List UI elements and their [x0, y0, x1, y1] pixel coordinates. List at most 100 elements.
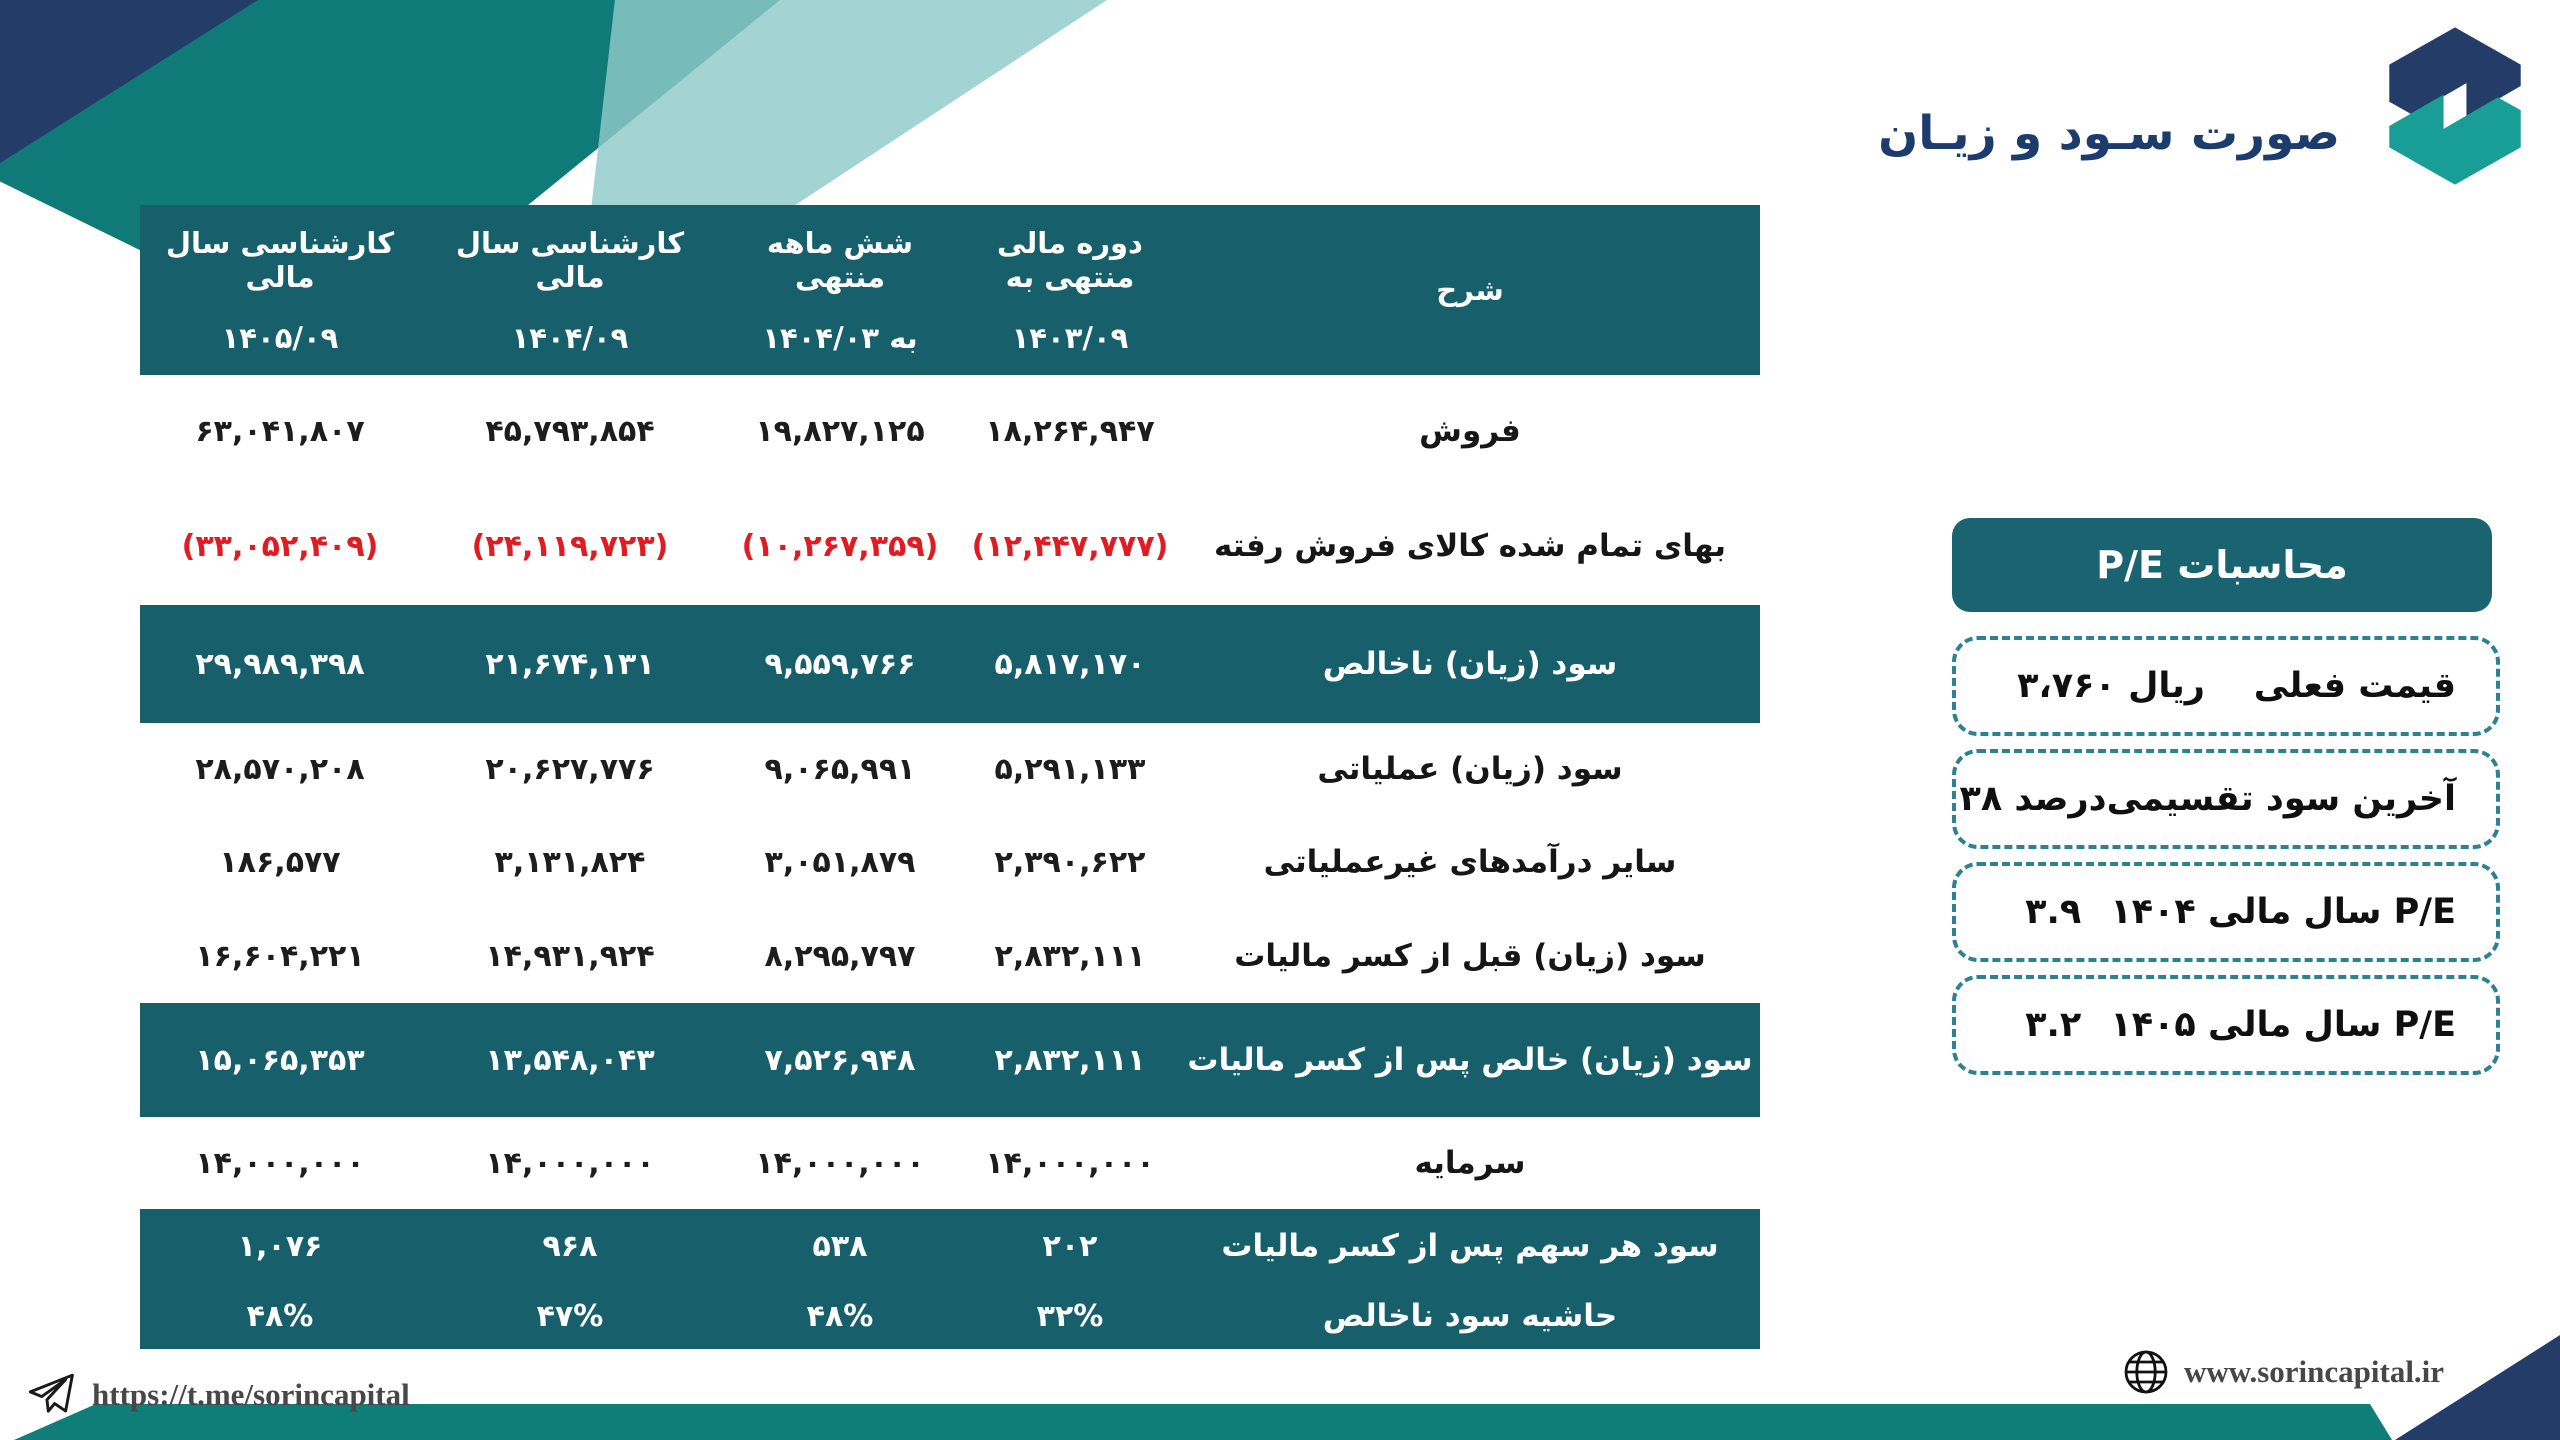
website-link[interactable]: www.sorincapital.ir: [2184, 1354, 2445, 1389]
row-value: ۱۴,۹۳۱,۹۲۴: [485, 938, 655, 974]
column-header-0: شرح: [1180, 205, 1760, 375]
pe-item-label: P/E سال مالی ۱۴۰۵: [2110, 1005, 2456, 1045]
table-row: سود (زیان) خالص پس از کسر مالیات ۲,۸۳۲,۱۱…: [140, 1003, 1760, 1117]
row-value: (۲۴,۱۱۹,۷۲۳): [471, 528, 669, 564]
table-row: فروش ۱۸,۲۶۴,۹۴۷ ۱۹,۸۲۷,۱۲۵ ۴۵,۷۹۳,۸۵۴ ۶۳,۰۴۱…: [140, 375, 1760, 487]
row-value: ۱۹,۸۲۷,۱۲۵: [755, 413, 925, 449]
pe-item-label: قیمت فعلی: [2253, 666, 2456, 706]
pe-item-label: آخرین سود تقسیمی: [2106, 779, 2456, 819]
row-value: (۱۲,۴۴۷,۷۷۷): [971, 528, 1169, 564]
row-label: سرمایه: [1414, 1145, 1526, 1181]
row-label: سود (زیان) خالص پس از کسر مالیات: [1187, 1042, 1753, 1078]
row-value: (۳۳,۰۵۲,۴۰۹): [181, 528, 379, 564]
row-value: (۱۰,۲۶۷,۳۵۹): [741, 528, 939, 564]
row-value: ۲۹,۹۸۹,۳۹۸: [195, 646, 365, 682]
pe-item-3: P/E سال مالی ۱۴۰۵ ۳.۲: [1952, 975, 2500, 1075]
page-title: صورت سـود و زیـان: [1878, 106, 2340, 161]
telegram-icon: [28, 1373, 74, 1413]
row-value: ۱۴,۰۰۰,۰۰۰: [755, 1145, 925, 1181]
row-value: ۲۱,۶۷۴,۱۳۱: [485, 646, 655, 682]
row-value: ۴۵,۷۹۳,۸۵۴: [485, 413, 655, 449]
row-label: سود (زیان) قبل از کسر مالیات: [1234, 938, 1706, 974]
row-value: ۱۳,۵۴۸,۰۴۳: [485, 1042, 655, 1078]
row-value: ۶۳,۰۴۱,۸۰۷: [195, 413, 365, 449]
column-header-4: کارشناسی سال مالی ۱۴۰۵/۰۹: [140, 205, 420, 375]
row-value: ۱۶,۶۰۴,۲۲۱: [195, 938, 365, 974]
row-value: ۴۸%: [806, 1298, 874, 1334]
pe-item-value: ۳،۷۶۰ ریال: [2017, 666, 2205, 706]
pe-item-value: ۳۸ درصد: [1959, 779, 2107, 819]
website-link-row: www.sorincapital.ir: [2122, 1348, 2444, 1396]
column-header-line1: کارشناسی سال مالی: [165, 225, 395, 294]
column-header-line2: به ۱۴۰۴/۰۳: [762, 320, 918, 355]
table-row: سود (زیان) عملیاتی ۵,۲۹۱,۱۳۳ ۹,۰۶۵,۹۹۱ ۲۰,۶…: [140, 723, 1760, 815]
row-value: ۲,۳۹۰,۶۲۲: [994, 844, 1146, 880]
row-label: سود هر سهم پس از کسر مالیات: [1221, 1228, 1719, 1264]
table-row: سایر درآمدهای غیرعملیاتی ۲,۳۹۰,۶۲۲ ۳,۰۵۱,۸…: [140, 815, 1760, 909]
row-value: ۱,۰۷۶: [237, 1228, 323, 1264]
row-value: ۵,۲۹۱,۱۳۳: [994, 751, 1146, 787]
row-value: ۱۵,۰۶۵,۳۵۳: [195, 1042, 365, 1078]
telegram-link-row: https://t.me/sorincapital: [24, 1368, 410, 1422]
column-header-3: کارشناسی سال مالی ۱۴۰۴/۰۹: [420, 205, 720, 375]
row-value: ۲۰۲: [1042, 1228, 1098, 1264]
row-value: ۱۸۶,۵۷۷: [219, 844, 341, 880]
row-value: ۲۰,۶۲۷,۷۷۶: [485, 751, 655, 787]
column-header-line1: شش ماهه منتهی: [766, 225, 914, 294]
row-label: سود (زیان) ناخالص: [1322, 646, 1618, 682]
row-value: ۴۷%: [536, 1298, 604, 1334]
row-value: ۱۸,۲۶۴,۹۴۷: [985, 413, 1155, 449]
row-value: ۷,۵۲۶,۹۴۸: [764, 1042, 916, 1078]
row-value: ۳,۰۵۱,۸۷۹: [764, 844, 916, 880]
row-label: سود (زیان) عملیاتی: [1317, 751, 1623, 787]
table-row: سود هر سهم پس از کسر مالیات ۲۰۲ ۵۳۸ ۹۶۸ ۱,۰۷…: [140, 1209, 1760, 1283]
column-header-line1: شرح: [1436, 273, 1504, 307]
pe-item-1: آخرین سود تقسیمی ۳۸ درصد: [1952, 749, 2500, 849]
row-value: ۱۴,۰۰۰,۰۰۰: [195, 1145, 365, 1181]
row-value: ۲۸,۵۷۰,۲۰۸: [195, 751, 365, 787]
table-row: سود (زیان) ناخالص ۵,۸۱۷,۱۷۰ ۹,۵۵۹,۷۶۶ ۲۱,۶۷…: [140, 605, 1760, 723]
sorin-logo-icon: [2389, 27, 2521, 185]
row-value: ۴۸%: [246, 1298, 314, 1334]
row-value: ۲,۸۳۲,۱۱۱: [994, 1042, 1146, 1078]
row-value: ۸,۲۹۵,۷۹۷: [764, 938, 916, 974]
row-value: ۵۳۸: [812, 1228, 868, 1264]
row-label: بهای تمام شده کالای فروش رفته: [1214, 528, 1726, 564]
column-header-line2: ۱۴۰۳/۰۹: [1011, 320, 1129, 355]
column-header-line1: کارشناسی سال مالی: [455, 225, 685, 294]
pe-item-value: ۳.۲: [2025, 1005, 2082, 1045]
row-value: ۱۴,۰۰۰,۰۰۰: [485, 1145, 655, 1181]
table-row: سود (زیان) قبل از کسر مالیات ۲,۸۳۲,۱۱۱ ۸,۲…: [140, 909, 1760, 1003]
row-value: ۹,۵۵۹,۷۶۶: [764, 646, 916, 682]
column-header-line2: ۱۴۰۵/۰۹: [221, 320, 339, 355]
column-header-line1: دوره مالی منتهی به: [997, 225, 1143, 294]
pe-item-2: P/E سال مالی ۱۴۰۴ ۳.۹: [1952, 862, 2500, 962]
row-label: سایر درآمدهای غیرعملیاتی: [1263, 844, 1677, 880]
pe-item-value: ۳.۹: [2025, 892, 2082, 932]
row-value: ۵,۸۱۷,۱۷۰: [994, 646, 1146, 682]
row-value: ۳,۱۳۱,۸۲۴: [494, 844, 646, 880]
table-header-row: شرح دوره مالی منتهی به ۱۴۰۳/۰۹ شش ماهه منته…: [140, 205, 1760, 375]
table-row: حاشیه سود ناخالص ۳۲% ۴۸% ۴۷% ۴۸%: [140, 1283, 1760, 1349]
pe-panel-list: قیمت فعلی ۳،۷۶۰ ریال آخرین سود تقسیمی ۳۸ در…: [1952, 636, 2500, 1088]
pe-panel-title: محاسبات P/E: [1952, 518, 2492, 612]
row-value: ۱۴,۰۰۰,۰۰۰: [985, 1145, 1155, 1181]
row-value: ۹۶۸: [542, 1228, 598, 1264]
table-row: سرمایه ۱۴,۰۰۰,۰۰۰ ۱۴,۰۰۰,۰۰۰ ۱۴,۰۰۰,۰۰۰ ۱۴,۰…: [140, 1117, 1760, 1209]
row-value: ۹,۰۶۵,۹۹۱: [764, 751, 916, 787]
row-value: ۳۲%: [1036, 1298, 1104, 1334]
column-header-1: دوره مالی منتهی به ۱۴۰۳/۰۹: [960, 205, 1180, 375]
pe-item-label: P/E سال مالی ۱۴۰۴: [2110, 892, 2456, 932]
financial-table: شرح دوره مالی منتهی به ۱۴۰۳/۰۹ شش ماهه منته…: [140, 205, 1760, 1349]
column-header-line2: ۱۴۰۴/۰۹: [511, 320, 629, 355]
row-label: فروش: [1419, 413, 1521, 449]
row-label: حاشیه سود ناخالص: [1322, 1298, 1618, 1334]
table-row: بهای تمام شده کالای فروش رفته (۱۲,۴۴۷,۷۷۷…: [140, 487, 1760, 605]
pe-item-0: قیمت فعلی ۳،۷۶۰ ریال: [1952, 636, 2500, 736]
globe-icon: [2124, 1350, 2168, 1394]
footer-band: [14, 1404, 2392, 1440]
column-header-2: شش ماهه منتهی به ۱۴۰۴/۰۳: [720, 205, 960, 375]
row-value: ۲,۸۳۲,۱۱۱: [994, 938, 1146, 974]
telegram-link[interactable]: https://t.me/sorincapital: [92, 1377, 410, 1412]
